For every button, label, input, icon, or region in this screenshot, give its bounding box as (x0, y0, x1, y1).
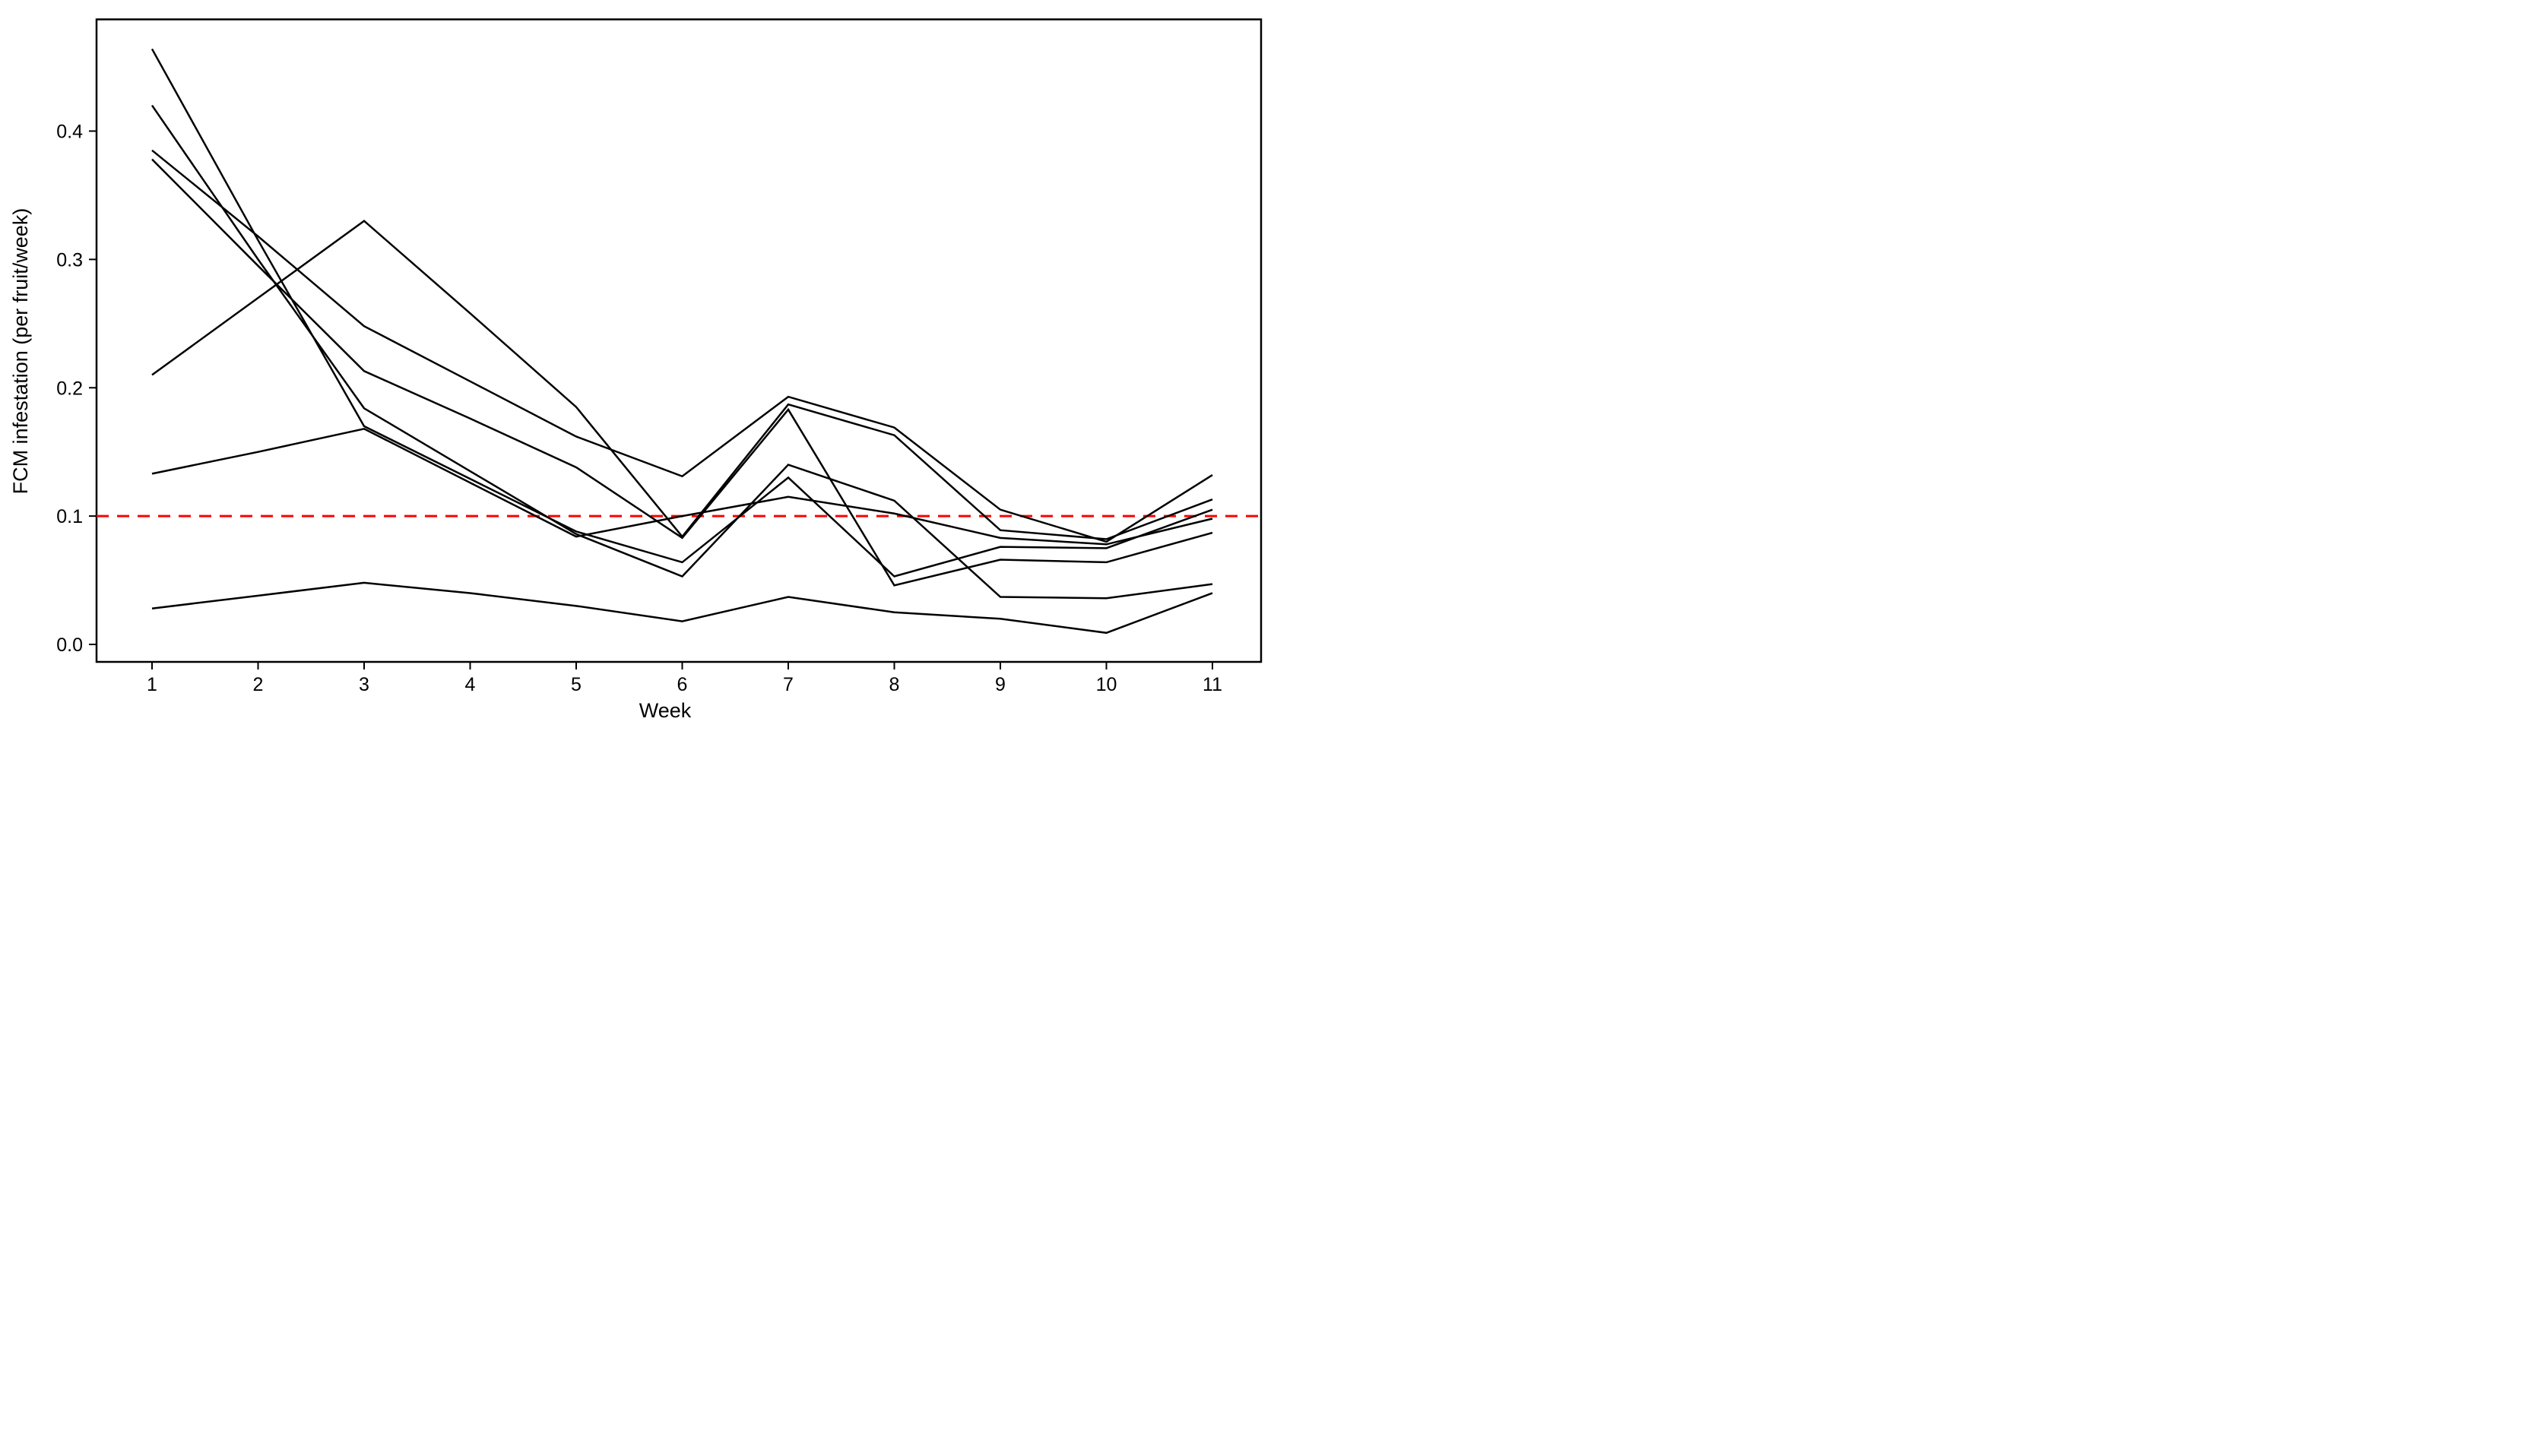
data-lines-layer (97, 48, 1261, 635)
y-axis-title: FCM infestation (per fruit/week) (9, 208, 32, 495)
chart-canvas: 1 2 3 4 5 6 7 8 9 10 11 0.0 0.1 0.2 0.3 0.4 Week FCM in… (9, 18, 1263, 722)
data-line-line6 (151, 427, 1213, 546)
x-axis-tick-label: 1 (147, 674, 157, 695)
x-axis-tick-label: 2 (253, 674, 264, 695)
data-line-line4 (151, 158, 1213, 587)
x-axis-tick-label: 8 (889, 674, 900, 695)
data-line-line1 (151, 48, 1213, 578)
y-axis-tick-label: 0.1 (56, 506, 83, 527)
x-axis-tick-label: 10 (1096, 674, 1117, 695)
plot-panel-border (95, 18, 1263, 663)
x-axis-tick-label: 4 (465, 674, 476, 695)
y-axis-tick-label: 0.3 (56, 249, 83, 271)
data-line-line5 (151, 220, 1213, 540)
x-axis-tick-label: 3 (359, 674, 369, 695)
x-axis-tick-label: 7 (783, 674, 794, 695)
data-line-line3 (151, 149, 1213, 543)
x-axis-tick-label: 5 (571, 674, 582, 695)
line-chart-figure: 1 2 3 4 5 6 7 8 9 10 11 0.0 0.1 0.2 0.3 0.4 Week FCM in… (0, 0, 1274, 728)
y-axis-tick-label: 0.0 (56, 635, 83, 656)
x-axis-tick-label: 9 (995, 674, 1006, 695)
x-axis-tick-label: 6 (677, 674, 688, 695)
data-line-line2 (151, 105, 1213, 600)
data-line-line7 (151, 581, 1213, 635)
axis-ticks-layer: 1 2 3 4 5 6 7 8 9 10 11 0.0 0.1 0.2 0.3 0.4 (56, 122, 1222, 696)
x-axis-title: Week (639, 699, 692, 722)
y-axis-tick-label: 0.4 (56, 122, 83, 143)
y-axis-tick-label: 0.2 (56, 378, 83, 399)
x-axis-tick-label: 11 (1203, 674, 1222, 695)
